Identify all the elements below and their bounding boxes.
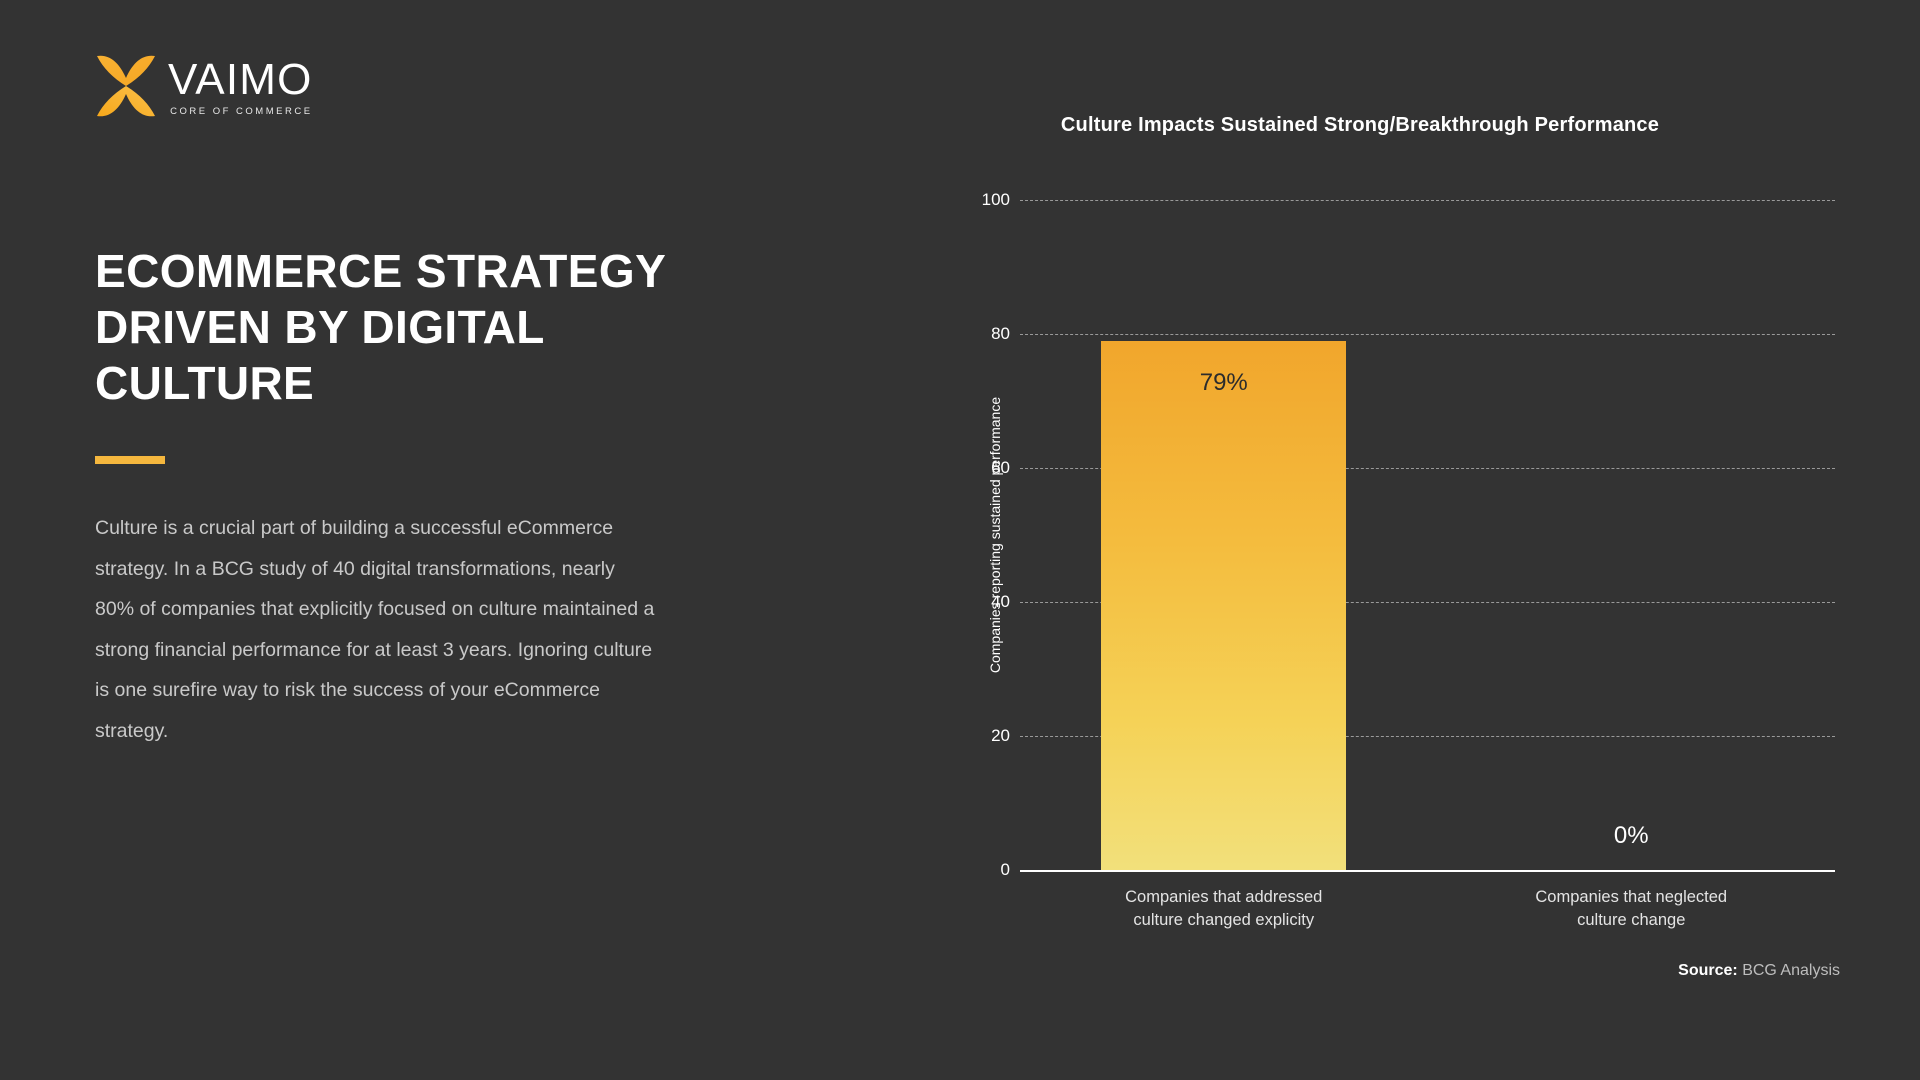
chart-panel: Culture Impacts Sustained Strong/Breakth…	[780, 0, 1920, 1080]
bar-value-label: 0%	[1613, 822, 1649, 849]
vaimo-x-logo-icon	[95, 52, 157, 120]
bar-value-label: 79%	[1199, 368, 1248, 396]
logo-name: VAIMO	[168, 55, 313, 104]
gridline	[1020, 602, 1835, 603]
gridline	[1020, 200, 1835, 201]
x-axis-category-line: Companies that neglected	[1535, 888, 1728, 906]
x-axis-category-line: Companies that addressed	[1125, 888, 1323, 906]
page-title: ECOMMERCE STRATEGY DRIVEN BY DIGITAL CUL…	[95, 245, 666, 410]
logo-wordmark: VAIMO CORE OF COMMERCE	[168, 52, 313, 118]
y-axis-tick-label: 100	[981, 190, 1010, 209]
source-value: BCG Analysis	[1742, 962, 1840, 979]
y-axis-tick-label: 60	[991, 458, 1010, 477]
y-axis-tick-label: 40	[991, 592, 1010, 611]
bar: 79%	[1101, 340, 1347, 870]
x-axis-category-line: culture change	[1577, 911, 1686, 930]
gridline	[1020, 468, 1835, 469]
accent-divider	[95, 456, 165, 464]
source-note: Source: BCG Analysis	[1678, 962, 1840, 980]
body-paragraph: Culture is a crucial part of building a …	[95, 517, 655, 742]
y-axis-tick-label: 80	[991, 324, 1010, 343]
gridline	[1020, 334, 1835, 335]
chart-plot-area: Companies reporting sustained performanc…	[955, 190, 1835, 929]
chart-title: Culture Impacts Sustained Strong/Breakth…	[1060, 114, 1660, 136]
y-axis-tick-label: 20	[991, 726, 1010, 745]
left-content-panel: VAIMO CORE OF COMMERCE ECOMMERCE STRATEG…	[0, 0, 780, 1080]
y-axis-tick-label: 0	[1000, 860, 1010, 879]
source-label: Source:	[1678, 962, 1738, 979]
x-axis-category-label: Companies that neglected culture change	[1461, 886, 1801, 933]
vaimo-logo: VAIMO CORE OF COMMERCE	[95, 52, 313, 120]
x-axis-category-label: Companies that addressed culture changed …	[1054, 886, 1394, 933]
axis-baseline	[1020, 870, 1835, 872]
x-axis-category-line: culture changed explicity	[1133, 911, 1315, 930]
logo-tagline: CORE OF COMMERCE	[170, 106, 313, 117]
y-axis-title: Companies reporting sustained performanc…	[987, 396, 1004, 674]
gridline	[1020, 736, 1835, 737]
